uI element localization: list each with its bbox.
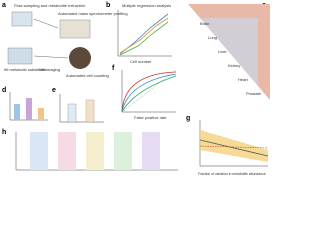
trend-line	[119, 17, 169, 54]
plate-icon	[7, 47, 33, 65]
group-band	[58, 132, 76, 170]
trend-line	[119, 21, 169, 56]
axes	[117, 10, 172, 57]
step-label: 96 metabolic substrates	[4, 67, 46, 72]
panel-label: d	[2, 87, 6, 94]
trend-line	[199, 139, 269, 157]
confidence-band	[200, 130, 268, 162]
axis-label: Cell number	[130, 59, 152, 64]
group-band	[30, 132, 48, 170]
step-label: Cell imaging	[38, 67, 60, 72]
instrument-icon	[59, 19, 91, 39]
figure: a Flow sampling and metabolite extractio…	[2, 2, 270, 176]
panel-label: b	[106, 2, 110, 9]
organ-label: Brain	[200, 21, 209, 26]
panel-label: f	[112, 65, 115, 72]
roc-curve	[121, 73, 177, 113]
box	[26, 98, 32, 120]
group-band	[142, 132, 160, 170]
panel-label: e	[52, 87, 56, 94]
group-band	[86, 132, 104, 170]
diagonal	[121, 69, 177, 113]
correlation-matrix	[200, 18, 258, 86]
panel-label: g	[186, 115, 190, 122]
box	[14, 104, 20, 120]
axes	[59, 94, 104, 123]
roc-curve	[121, 75, 177, 113]
plate-icon	[11, 11, 33, 27]
panel-label: a	[2, 2, 6, 9]
roc-curve	[121, 71, 177, 113]
organ-label: Lung	[208, 35, 217, 40]
step-label: Automated mass spectrometer profiling	[58, 11, 128, 16]
cells-icon	[69, 47, 91, 69]
group-band	[114, 132, 132, 170]
box	[67, 103, 77, 123]
plot-title: Multiple regression analysis	[122, 3, 171, 8]
box	[38, 108, 44, 120]
arrow	[33, 18, 69, 59]
box	[85, 99, 95, 123]
organ-label: Liver	[218, 49, 227, 54]
organ-label: Prostate	[246, 91, 262, 96]
reference-line	[199, 145, 269, 149]
organ-label: Kidney	[228, 63, 240, 68]
axis-label: Fraction of variation in metabolite abun…	[198, 172, 266, 176]
panel-label: h	[2, 129, 6, 136]
axes	[9, 92, 48, 121]
step-label: Flow sampling and metabolite extraction	[14, 3, 85, 8]
step-label: Automated cell counting	[66, 73, 109, 78]
axis-label: False positive rate	[134, 115, 167, 120]
organ-label: Heart	[238, 77, 249, 82]
